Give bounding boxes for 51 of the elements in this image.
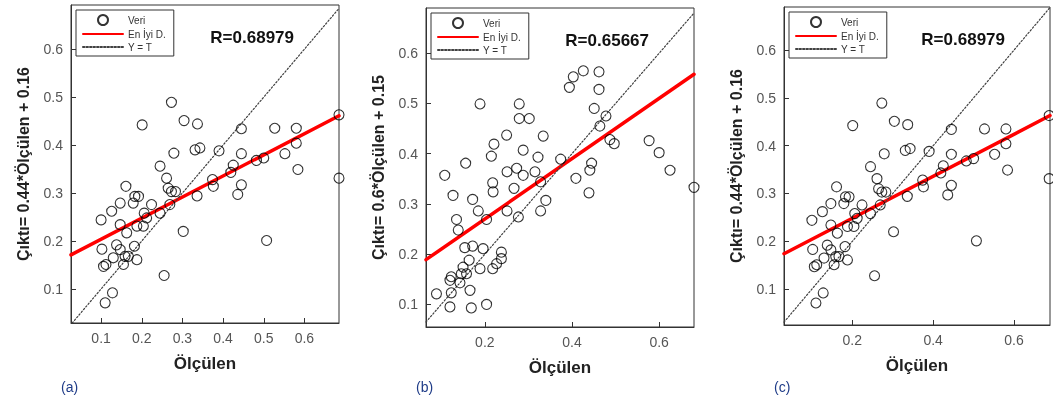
x-axis-title: Ölçülen [885, 356, 949, 375]
annotation: R=0.65667 [565, 31, 649, 50]
y-tick-label: 0.3 [43, 185, 64, 202]
y-tick-label: 0.6 [43, 41, 64, 58]
y-tick-label: 0.1 [756, 281, 777, 298]
x-tick-label: 0.2 [842, 332, 863, 348]
text: (a) [61, 379, 79, 395]
x-tick-label: 0.1 [91, 330, 112, 346]
x-tick-label: 0.6 [649, 334, 670, 350]
text: (c) [774, 379, 791, 395]
y-tick-label: 0.1 [43, 280, 64, 297]
annotation: R=0.68979 [210, 28, 294, 47]
y-tick-label: 0.2 [43, 232, 64, 249]
x-tick-label: 0.2 [475, 334, 495, 350]
x-axis-title: Ölçülen [528, 358, 592, 377]
y-tick-label: 0.6 [398, 45, 419, 62]
y-tick-label: 0.4 [398, 145, 419, 162]
y-tick-label: 0.2 [756, 233, 777, 250]
y-tick-label: 0.2 [398, 246, 419, 263]
x-tick-label: 0.4 [562, 334, 582, 350]
legend-label: En İyi D. [483, 30, 521, 43]
x-tick-label: 0.4 [213, 330, 234, 346]
y-tick-label: 0.5 [43, 89, 64, 106]
x-tick-label: 0.5 [254, 330, 274, 346]
legend-label: Veri [483, 17, 501, 29]
legend-label: En İyi D. [128, 27, 166, 40]
y-tick-label: 0.5 [398, 95, 419, 112]
y-tick-label: 0.5 [756, 89, 777, 106]
x-tick-label: 0.2 [132, 330, 152, 346]
legend-label: Y = T [483, 44, 507, 56]
x-tick-label: 0.4 [923, 332, 944, 348]
y-tick-label: 0.1 [398, 296, 419, 313]
y-tick-label: 0.4 [756, 137, 777, 154]
x-axis-title: Ölçülen [173, 354, 237, 373]
x-tick-label: 0.6 [1004, 332, 1024, 348]
legend-label: En İyi D. [841, 29, 879, 42]
y-tick-label: 0.6 [756, 42, 777, 59]
y-axis-title: Çıktı= 0.6*Ölçülen + 0.15 [368, 74, 387, 260]
annotation: R=0.68979 [921, 30, 1005, 49]
x-tick-label: 0.3 [172, 330, 193, 346]
x-tick-label: 0.6 [294, 330, 315, 346]
y-tick-label: 0.3 [398, 195, 419, 212]
y-axis-title: Çıktı= 0.44*Ölçülen + 0.16 [726, 68, 745, 263]
legend-label: Y = T [128, 41, 152, 53]
legend-label: Y = T [841, 43, 865, 55]
y-tick-label: 0.3 [756, 185, 777, 202]
legend-label: Veri [128, 14, 146, 26]
text: (b) [416, 379, 434, 395]
y-tick-label: 0.4 [43, 137, 64, 154]
y-axis-title: Çıktı= 0.44*Ölçülen + 0.16 [13, 66, 32, 261]
legend-label: Veri [841, 16, 859, 28]
